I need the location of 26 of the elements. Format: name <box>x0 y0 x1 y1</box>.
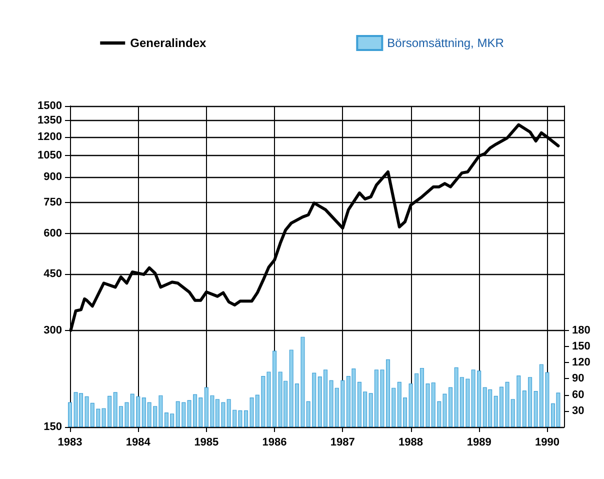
x-tick-label: 1989 <box>466 436 492 448</box>
y2-tick-label: 120 <box>572 356 590 369</box>
x-tick-label: 1986 <box>262 436 287 448</box>
y-tick-label: 1200 <box>38 131 62 144</box>
x-tick-label: 1990 <box>534 436 560 448</box>
y2-tick-label: 150 <box>572 340 590 352</box>
x-tick-label: 1984 <box>126 436 152 448</box>
y-tick-label: 300 <box>44 324 62 336</box>
y-tick-label: 1500 <box>38 100 62 112</box>
y-tick-label: 150 <box>44 421 62 433</box>
y2-tick-label: 60 <box>572 388 584 401</box>
x-tick-label: 1985 <box>194 436 219 448</box>
x-tick-label: 1988 <box>398 436 424 448</box>
x-tick-label: 1983 <box>58 436 82 448</box>
y2-tick-label: 90 <box>572 372 584 385</box>
y-tick-label: 750 <box>44 196 62 209</box>
y-tick-label: 1350 <box>38 114 62 127</box>
y-tick-label: 450 <box>44 268 62 280</box>
y-tick-label: 900 <box>44 171 62 184</box>
y-tick-label: 1050 <box>38 150 62 162</box>
y2-tick-label: 180 <box>572 324 590 336</box>
y2-tick-label: 30 <box>572 404 584 417</box>
legend-label: Generalindex <box>130 36 206 50</box>
legend-label: Börsomsättning, MKR <box>387 36 504 50</box>
y-tick-label: 600 <box>44 228 62 240</box>
x-tick-label: 1987 <box>330 436 355 448</box>
